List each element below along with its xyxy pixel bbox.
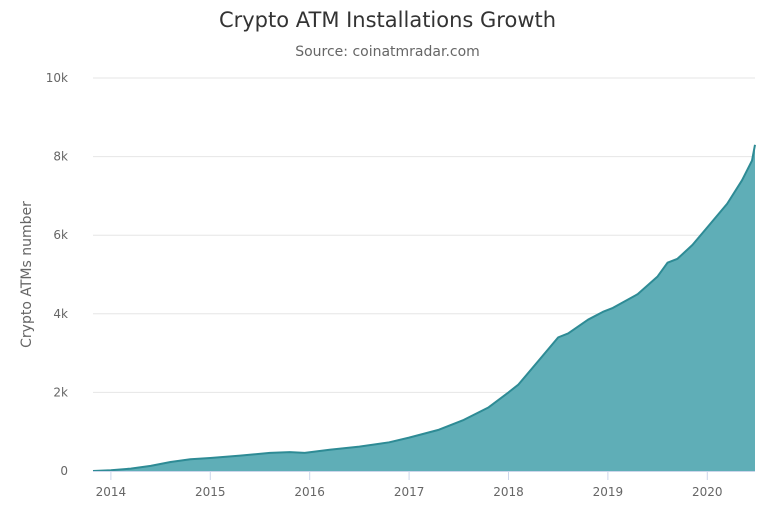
- y-tick-label: 0: [60, 464, 68, 478]
- x-tick-label: 2016: [294, 485, 325, 499]
- x-tick-label: 2019: [593, 485, 624, 499]
- y-tick-label: 6k: [53, 228, 68, 242]
- y-tick-label: 8k: [53, 150, 68, 164]
- y-tick-label: 10k: [46, 71, 68, 85]
- y-axis-title: Crypto ATMs number: [19, 201, 35, 348]
- y-tick-label: 4k: [53, 307, 68, 321]
- x-tick-label: 2014: [96, 485, 127, 499]
- y-tick-label: 2k: [53, 385, 68, 399]
- chart-subtitle: Source: coinatmradar.com: [295, 44, 480, 60]
- series-line: [92, 144, 756, 472]
- x-tick-label: 2017: [394, 485, 425, 499]
- series-area: [93, 144, 755, 471]
- x-tick-label: 2018: [493, 485, 524, 499]
- x-tick-label: 2020: [692, 485, 723, 499]
- x-tick-label: 2015: [195, 485, 226, 499]
- chart-title: Crypto ATM Installations Growth: [218, 8, 557, 32]
